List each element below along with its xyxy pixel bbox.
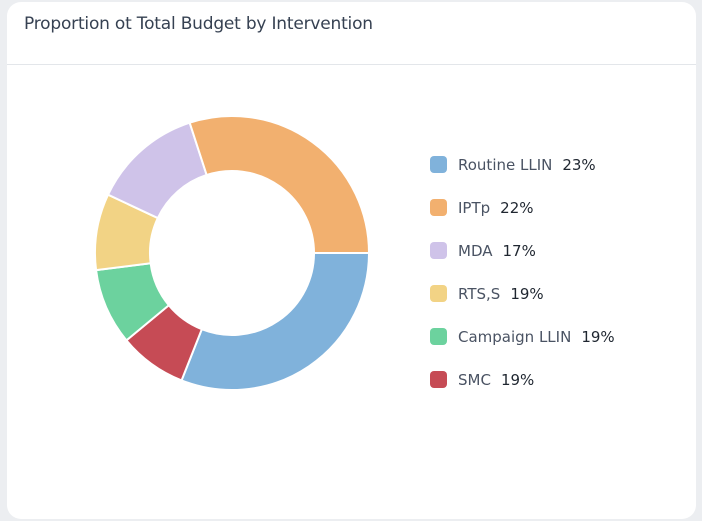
legend-value: 19% — [581, 327, 615, 346]
legend-item[interactable]: Campaign LLIN 19% — [430, 315, 615, 358]
legend-item[interactable]: Routine LLIN 23% — [430, 143, 615, 186]
chart-card: Proportion ot Total Budget by Interventi… — [7, 2, 696, 519]
legend-item[interactable]: RTS,S 19% — [430, 272, 615, 315]
legend-value: 19% — [510, 284, 544, 303]
legend-swatch — [430, 328, 447, 345]
legend-value: 17% — [502, 241, 536, 260]
legend-swatch — [430, 242, 447, 259]
donut-slice-routine-llin[interactable] — [180, 252, 371, 391]
legend-swatch — [430, 199, 447, 216]
legend-value: 19% — [500, 370, 535, 389]
legend-label: SMC — [458, 370, 491, 389]
card-header: Proportion ot Total Budget by Interventi… — [7, 2, 696, 65]
legend-swatch — [430, 371, 447, 388]
legend-item[interactable]: IPTp 22% — [430, 186, 615, 229]
legend-item[interactable]: SMC 19% — [430, 358, 615, 401]
legend-label: MDA — [458, 241, 493, 260]
legend-label: Campaign LLIN — [458, 327, 572, 346]
donut-slice-iptp[interactable] — [188, 115, 371, 254]
chart-legend: Routine LLIN 23% IPTp 22% MDA 17% RTS,S 19% Camp… — [430, 143, 615, 401]
chart-title: Proportion ot Total Budget by Interventi… — [24, 14, 373, 35]
donut-chart — [94, 115, 371, 391]
legend-label: RTS,S — [458, 284, 501, 303]
legend-swatch — [430, 156, 447, 173]
legend-value: 22% — [500, 198, 534, 217]
legend-swatch — [430, 285, 447, 302]
legend-item[interactable]: MDA 17% — [430, 229, 615, 272]
legend-value: 23% — [562, 155, 596, 174]
legend-label: IPTp — [458, 198, 491, 217]
legend-label: Routine LLIN — [458, 155, 553, 174]
